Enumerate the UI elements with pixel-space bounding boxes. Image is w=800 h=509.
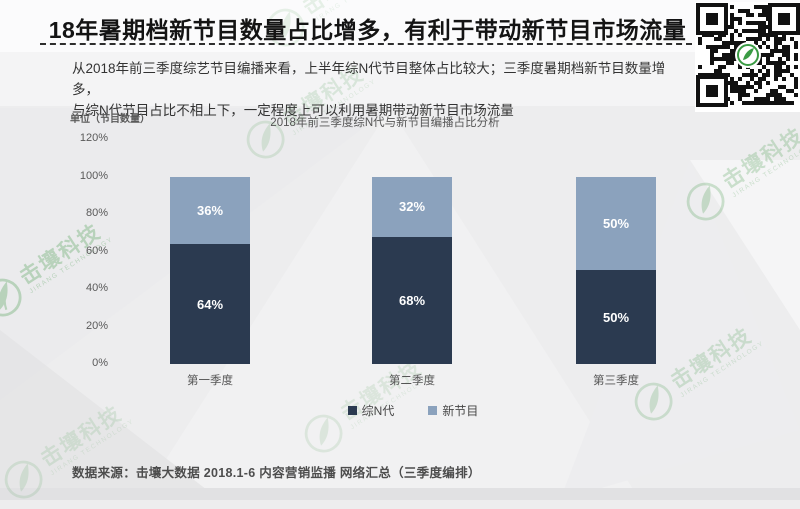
bar-第一季度: 36% 64% xyxy=(170,176,250,364)
data-source: 数据来源：击壤大数据 2018.1-6 内容营销监播 网络汇总（三季度编排） xyxy=(72,466,481,480)
legend-label: 综N代 xyxy=(361,404,395,418)
y-axis-label: 40% xyxy=(85,282,108,294)
bar-value-label: 36% xyxy=(196,202,224,218)
chart-title: 2018年前三季度综N代与新节目编播占比分析 xyxy=(270,117,500,129)
bar-segment-新节目: 36% xyxy=(170,176,250,244)
y-axis-label: 80% xyxy=(85,207,108,219)
bar-segment-综N代: 64% xyxy=(170,244,250,364)
bar-value-label: 68% xyxy=(398,292,426,308)
bar-segment-新节目: 50% xyxy=(576,176,656,271)
bar-value-label: 64% xyxy=(196,296,224,312)
bar-segment-新节目: 32% xyxy=(372,176,452,237)
y-axis-label: 100% xyxy=(79,169,108,182)
x-axis-label: 第三季度 xyxy=(593,375,639,387)
bar-value-label: 32% xyxy=(398,199,426,214)
intro-text: 从2018年前三季度综艺节目编播来看，上半年综N代节目整体占比较大；三季度暑期档… xyxy=(72,58,692,121)
y-axis-label: 60% xyxy=(85,244,108,257)
legend-swatch xyxy=(347,406,357,415)
legend-item-新节目: 新节目 xyxy=(428,402,478,419)
bar-第三季度: 50% 50% xyxy=(576,176,656,364)
title-divider xyxy=(40,43,692,45)
y-axis-label: 20% xyxy=(85,319,108,332)
y-axis-label: 0% xyxy=(92,357,108,369)
intro-line-2: 与综N代节目占比不相上下，一定程度上可以利用暑期带动新节目市场流量 xyxy=(72,103,514,118)
chart-legend: 综N代 新节目 xyxy=(170,402,656,419)
y-axis-unit-label: 单位（节目数量） xyxy=(70,114,150,125)
x-axis-label: 第一季度 xyxy=(187,375,233,387)
bar-value-label: 50% xyxy=(602,215,630,231)
y-axis-label: 120% xyxy=(79,132,108,144)
bar-segment-综N代: 50% xyxy=(576,270,656,364)
legend-item-综N代: 综N代 xyxy=(347,402,395,419)
qr-code xyxy=(695,2,800,112)
legend-label: 新节目 xyxy=(442,404,479,418)
intro-line-1: 从2018年前三季度综艺节目编播来看，上半年综N代节目整体占比较大；三季度暑期档… xyxy=(72,61,666,97)
bar-第二季度: 32% 68% xyxy=(372,176,452,364)
page-title: 18年暑期档新节目数量占比增多，有利于带动新节目市场流量 xyxy=(48,17,687,43)
bar-segment-综N代: 68% xyxy=(372,236,452,364)
legend-swatch xyxy=(428,406,438,415)
x-axis-label: 第二季度 xyxy=(389,375,435,387)
bar-value-label: 50% xyxy=(602,309,630,325)
